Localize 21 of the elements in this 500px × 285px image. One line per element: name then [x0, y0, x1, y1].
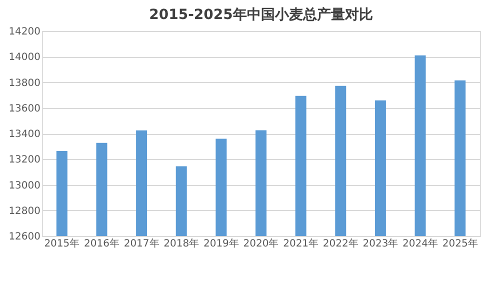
x-tick-label: 2018年 — [164, 238, 200, 250]
y-tick-label: 13400 — [8, 129, 40, 140]
y-tick-label: 13200 — [8, 154, 40, 166]
x-tick-label: 2017年 — [124, 238, 160, 250]
x-tick-label: 2015年 — [44, 238, 80, 250]
x-tick-label: 2025年 — [442, 238, 478, 250]
x-tick-label: 2019年 — [203, 238, 239, 250]
x-tick-label: 2024年 — [402, 238, 438, 250]
y-tick-label: 13600 — [8, 103, 40, 114]
y-tick-label: 14000 — [8, 52, 40, 64]
x-tick-label: 2022年 — [322, 238, 358, 250]
x-tick-label: 2023年 — [362, 238, 398, 250]
y-tick-label: 12600 — [8, 232, 40, 242]
y-tick-label: 12800 — [8, 206, 40, 217]
y-tick-label: 13800 — [8, 78, 40, 89]
x-tick-label: 2016年 — [84, 238, 120, 250]
y-tick-label: 14200 — [8, 26, 40, 38]
chart-title: 2015-2025年中国小麦总产量对比 — [149, 6, 373, 23]
x-tick-label: 2021年 — [283, 238, 319, 250]
y-tick-label: 13000 — [8, 180, 40, 192]
x-tick-label: 2020年 — [243, 238, 279, 250]
